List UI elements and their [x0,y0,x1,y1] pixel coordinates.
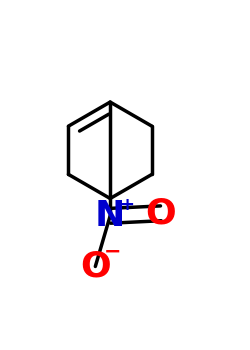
Text: N: N [95,199,125,233]
Text: O: O [146,196,176,230]
Text: +: + [120,196,134,213]
Text: O: O [80,250,111,284]
Text: −: − [104,241,122,262]
